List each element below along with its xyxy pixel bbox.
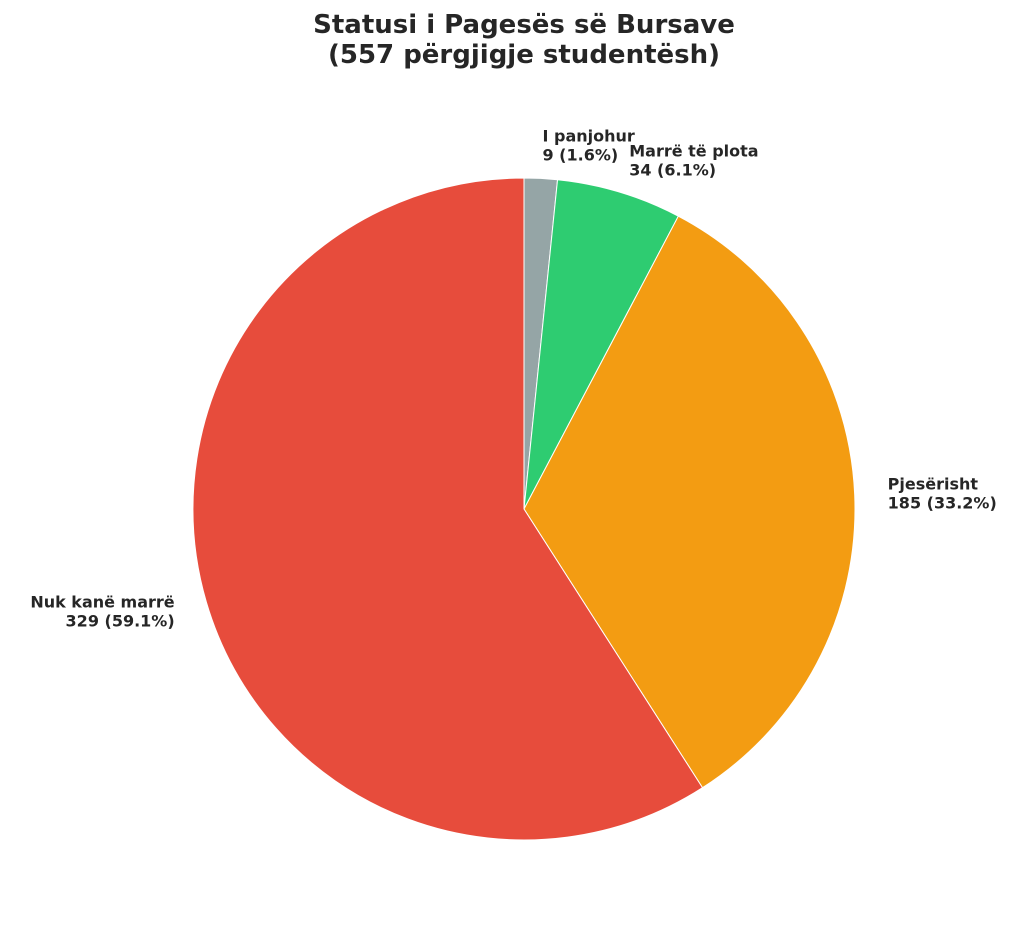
value-label: 9 (1.6%) [542,145,618,164]
slice-label: Nuk kanë marrë [30,592,174,611]
slice-label: Marrë të plota [629,142,758,161]
slice-label: I panjohur [542,126,634,145]
pie-slice [523,179,680,510]
value-label: 185 (33.2%) [888,494,997,513]
chart-title: (557 përgjigje studentësh) [328,40,720,70]
pie-slice [523,215,856,789]
value-label: 34 (6.1%) [629,161,716,180]
pie-slice [192,177,704,841]
chart-title: Statusi i Pagesës së Bursave [313,10,735,40]
slice-label: Pjesërisht [888,475,979,494]
value-label: 329 (59.1%) [66,611,175,630]
